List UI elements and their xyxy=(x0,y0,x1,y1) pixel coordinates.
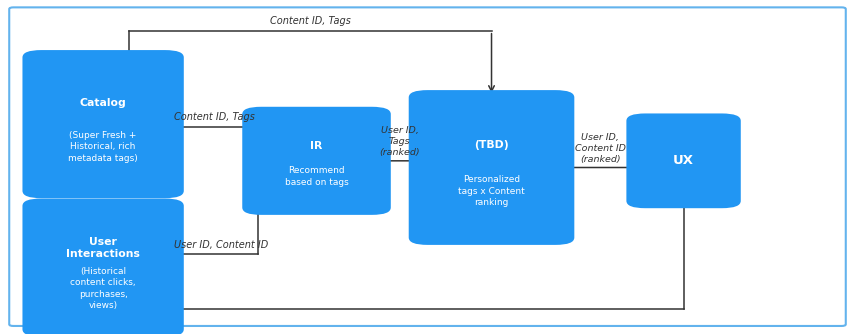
Text: (TBD): (TBD) xyxy=(475,140,509,150)
Text: Catalog: Catalog xyxy=(80,98,127,108)
FancyBboxPatch shape xyxy=(627,114,740,208)
Text: IR: IR xyxy=(310,141,322,151)
Text: Content ID, Tags: Content ID, Tags xyxy=(174,113,255,123)
Text: (Historical
content clicks,
purchases,
views): (Historical content clicks, purchases, v… xyxy=(70,267,136,310)
FancyBboxPatch shape xyxy=(22,199,184,335)
Text: User ID,
Tags
(ranked): User ID, Tags (ranked) xyxy=(380,126,420,157)
Text: (Super Fresh +
Historical, rich
metadata tags): (Super Fresh + Historical, rich metadata… xyxy=(68,131,138,163)
FancyBboxPatch shape xyxy=(22,50,184,198)
Text: UX: UX xyxy=(673,154,694,167)
Text: Personalized
tags x Content
ranking: Personalized tags x Content ranking xyxy=(458,175,525,207)
FancyBboxPatch shape xyxy=(409,90,575,245)
Text: Recommend
based on tags: Recommend based on tags xyxy=(285,166,348,187)
Text: User ID,
Content ID
(ranked): User ID, Content ID (ranked) xyxy=(575,133,626,164)
FancyBboxPatch shape xyxy=(242,107,391,215)
Text: User
Interactions: User Interactions xyxy=(66,237,140,259)
FancyBboxPatch shape xyxy=(9,7,846,326)
Text: User ID, Content ID: User ID, Content ID xyxy=(174,240,268,250)
Text: Content ID, Tags: Content ID, Tags xyxy=(269,16,351,26)
